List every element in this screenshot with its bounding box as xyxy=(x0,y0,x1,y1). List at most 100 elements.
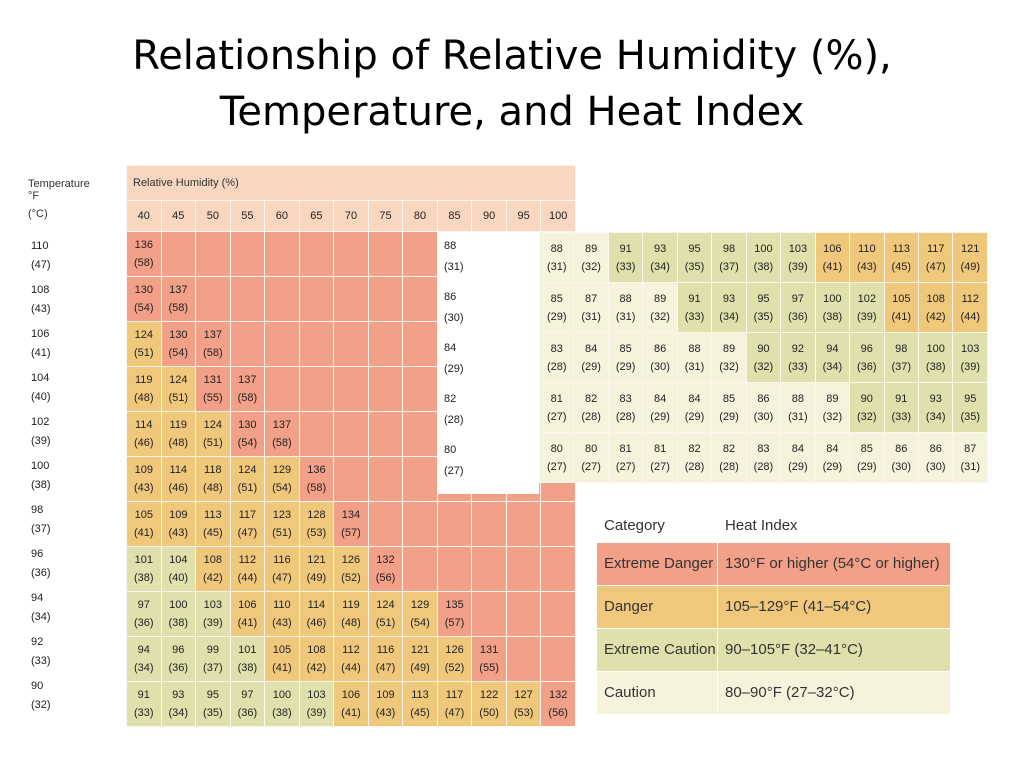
heat-index-f: 97 xyxy=(137,599,150,611)
heat-index-f: 81 xyxy=(550,392,563,405)
heat-index-cell-empty xyxy=(367,276,404,322)
legend-category: Caution xyxy=(596,671,718,715)
heat-index-f: 95 xyxy=(964,392,977,405)
heat-index-c: (51) xyxy=(272,527,292,539)
heat-index-f: 97 xyxy=(791,292,805,305)
heat-index-f: 88 xyxy=(688,342,701,355)
table-row: 94 (34) 96 (36) 99 (37) 101 (38) 105 (41) 108 (42) 1… xyxy=(126,636,576,682)
heat-index-f: 97 xyxy=(241,689,254,701)
heat-index-cell-caution: 82 (28) xyxy=(573,382,609,433)
heat-index-f: 91 xyxy=(137,689,150,701)
heat-index-f: 86 xyxy=(929,442,942,455)
heat-index-c: (28) xyxy=(615,410,636,423)
heat-index-c: (29) xyxy=(615,360,636,373)
heat-index-cell-danger: 105 (41) xyxy=(883,282,919,333)
heat-index-c: (30) xyxy=(650,360,670,373)
humidity-tick-label: 65 xyxy=(298,200,335,232)
heat-index-cell-danger: 114 (46) xyxy=(298,591,335,637)
heat-index-cell-extreme-caution: 91 (33) xyxy=(883,382,919,433)
heat-index-cell-caution: 85 (29) xyxy=(711,382,747,433)
extension-row-labels: 88 (31) 86 (30) 84 (29) 82 (28) 80 (27) xyxy=(438,232,539,494)
heat-index-cell-danger: 129 (54) xyxy=(402,591,438,637)
heat-index-cell-empty xyxy=(195,276,231,322)
heat-index-f: 119 xyxy=(169,419,188,431)
heat-index-cell-extreme-caution: 98 (37) xyxy=(711,232,747,283)
heat-index-f: 128 xyxy=(307,509,326,521)
heat-index-cell-empty xyxy=(367,366,404,412)
heat-index-cell-caution: 82 (28) xyxy=(676,432,713,483)
heat-index-cell-empty xyxy=(333,411,369,457)
heat-index-f: 119 xyxy=(342,599,360,611)
temperature-f: 108 xyxy=(31,284,50,296)
heat-index-c: (54) xyxy=(272,482,292,494)
heat-index-cell-caution: 84 (29) xyxy=(676,382,713,433)
heat-index-c: (43) xyxy=(857,260,877,273)
heat-index-f: 121 xyxy=(961,242,980,255)
heat-index-f: 89 xyxy=(826,392,839,405)
heat-index-c: (30) xyxy=(753,410,774,423)
heat-index-c: (36) xyxy=(168,662,189,674)
heat-index-c: (58) xyxy=(168,302,189,314)
heat-index-cell-caution: 86 (30) xyxy=(745,382,782,433)
temperature-row-label: 92 (33) xyxy=(31,633,51,671)
heat-index-cell-empty xyxy=(333,456,369,502)
heat-index-cell-empty xyxy=(229,231,266,277)
heat-index-f: 86 xyxy=(757,392,770,405)
humidity-tick-label: 85 xyxy=(436,200,473,232)
heat-index-c: (34) xyxy=(719,310,739,323)
heat-index-c: (37) xyxy=(719,260,739,273)
heat-index-cell-danger: 117 (47) xyxy=(917,232,954,283)
heat-index-cell-extreme-caution: 95 (35) xyxy=(195,681,231,727)
heat-index-cell-extreme-caution: 103 (39) xyxy=(298,681,335,727)
heat-index-f: 93 xyxy=(929,392,942,405)
heat-index-cell-caution: 84 (29) xyxy=(642,382,678,433)
temperature-row-label: 108 (43) xyxy=(31,281,51,319)
heat-index-f: 105 xyxy=(272,644,292,656)
temperature-c: (29) xyxy=(444,363,464,375)
heat-index-f: 136 xyxy=(134,239,153,251)
heat-index-c: (44) xyxy=(341,662,361,674)
heat-index-f: 87 xyxy=(964,442,977,455)
heat-index-cell-empty xyxy=(264,276,300,322)
heat-index-c: (38) xyxy=(133,572,154,584)
heat-index-cell-extreme-caution: 102 (39) xyxy=(849,282,885,333)
heat-index-f: 121 xyxy=(307,554,326,566)
heat-index-f: 137 xyxy=(272,419,292,431)
table-row: 80 (27) 80 (27) 81 (27) 81 (27) 82 (28) 82 (28) 83 (2… xyxy=(538,432,988,483)
heat-index-cell-extreme-caution: 95 (35) xyxy=(745,282,782,333)
table-row: 81 (27) 82 (28) 83 (28) 84 (29) 84 (29) 85 (29) 86 (3… xyxy=(538,382,988,433)
heat-index-cell-danger: 110 (43) xyxy=(264,591,300,637)
temperature-row-label: 84 (29) xyxy=(444,338,464,380)
heat-index-cell-caution: 87 (31) xyxy=(573,282,609,333)
heat-index-cell-empty xyxy=(505,591,542,637)
heat-index-cell-extreme-caution: 96 (36) xyxy=(160,636,197,682)
humidity-tick-label: 70 xyxy=(333,200,369,232)
heat-index-f: 98 xyxy=(722,242,736,255)
heat-index-f: 127 xyxy=(514,689,533,701)
heat-index-f: 129 xyxy=(410,599,430,611)
heat-index-cell-extreme-caution: 92 (33) xyxy=(780,332,816,383)
heat-index-cell-caution: 89 (32) xyxy=(711,332,747,383)
temperature-c: (38) xyxy=(31,479,51,491)
humidity-tick-label: 75 xyxy=(367,200,404,232)
heat-index-cell-empty xyxy=(471,591,507,637)
heat-index-cell-extreme-danger: 134 (57) xyxy=(333,501,369,547)
heat-index-c: (29) xyxy=(581,360,601,373)
heat-index-f: 117 xyxy=(926,242,945,255)
heat-index-cell-danger: 106 (41) xyxy=(333,681,369,727)
legend-range: 90–105°F (32–41°C) xyxy=(717,628,951,672)
heat-index-cell-caution: 82 (28) xyxy=(711,432,747,483)
heat-index-c: (34) xyxy=(925,410,946,423)
heat-index-f: 109 xyxy=(376,689,395,701)
heat-index-c: (34) xyxy=(822,360,843,373)
heat-index-c: (29) xyxy=(546,310,567,323)
heat-index-f: 117 xyxy=(445,689,464,701)
heat-index-c: (42) xyxy=(306,662,327,674)
heat-index-cell-danger: 126 (52) xyxy=(333,546,369,592)
heat-index-cell-empty xyxy=(264,366,300,412)
heat-index-cell-extreme-danger: 137 (58) xyxy=(195,321,231,367)
heat-index-f: 130 xyxy=(169,329,188,341)
heat-index-cell-extreme-caution: 100 (38) xyxy=(917,332,954,383)
heat-index-cell-empty xyxy=(402,501,438,547)
heat-index-c: (44) xyxy=(237,572,258,584)
